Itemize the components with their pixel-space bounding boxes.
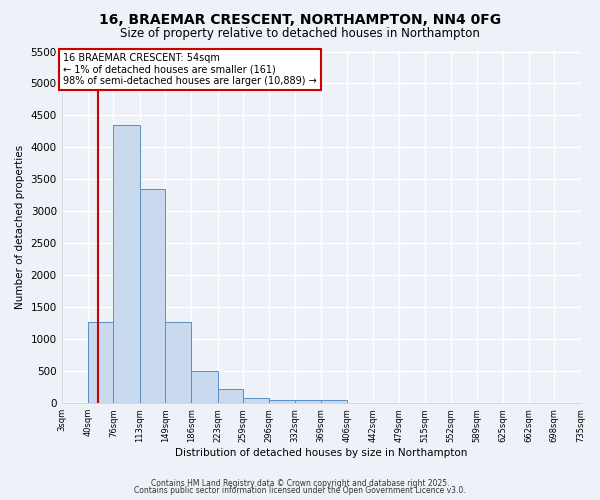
Bar — [269, 400, 295, 403]
Bar — [218, 389, 243, 403]
Bar — [140, 189, 165, 403]
Text: Contains public sector information licensed under the Open Government Licence v3: Contains public sector information licen… — [134, 486, 466, 495]
Text: 16, BRAEMAR CRESCENT, NORTHAMPTON, NN4 0FG: 16, BRAEMAR CRESCENT, NORTHAMPTON, NN4 0… — [99, 12, 501, 26]
X-axis label: Distribution of detached houses by size in Northampton: Distribution of detached houses by size … — [175, 448, 467, 458]
Text: Size of property relative to detached houses in Northampton: Size of property relative to detached ho… — [120, 28, 480, 40]
Y-axis label: Number of detached properties: Number of detached properties — [15, 146, 25, 310]
Bar — [191, 371, 218, 403]
Text: 16 BRAEMAR CRESCENT: 54sqm
← 1% of detached houses are smaller (161)
98% of semi: 16 BRAEMAR CRESCENT: 54sqm ← 1% of detac… — [63, 54, 317, 86]
Bar — [165, 322, 191, 403]
Bar — [243, 398, 269, 403]
Bar — [295, 400, 321, 403]
Bar — [113, 125, 140, 403]
Bar — [321, 400, 347, 403]
Text: Contains HM Land Registry data © Crown copyright and database right 2025.: Contains HM Land Registry data © Crown c… — [151, 478, 449, 488]
Bar — [88, 322, 113, 403]
